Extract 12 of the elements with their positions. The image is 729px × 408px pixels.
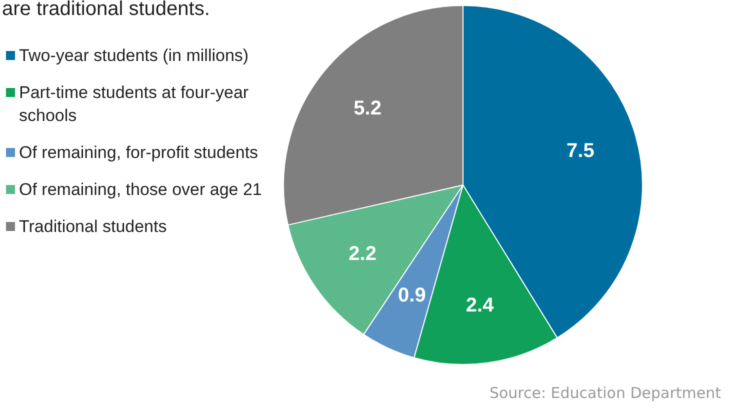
data-label: 2.4 (466, 294, 495, 316)
data-label: 5.2 (354, 97, 382, 120)
chart-title: are traditional students. (2, 0, 210, 21)
legend-label: Of remaining, for-profit students (19, 142, 258, 164)
legend-label: Two-year students (in millions) (19, 45, 249, 67)
source-note: Source: Education Department (489, 384, 721, 402)
data-label: 0.9 (398, 284, 426, 306)
data-label: 7.5 (566, 140, 594, 162)
legend-label: Part-time students at four-year schools (19, 82, 250, 127)
legend-label: Traditional students (19, 216, 167, 238)
data-label: 2.2 (348, 242, 376, 265)
legend-label: Of remaining, those over age 21 (19, 179, 262, 201)
